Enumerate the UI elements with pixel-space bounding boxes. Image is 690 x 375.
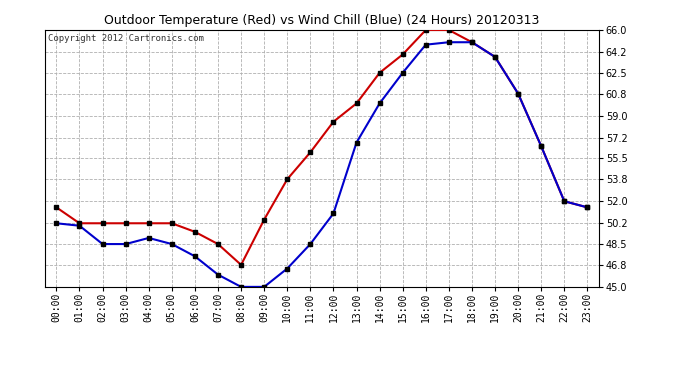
Title: Outdoor Temperature (Red) vs Wind Chill (Blue) (24 Hours) 20120313: Outdoor Temperature (Red) vs Wind Chill …	[104, 15, 540, 27]
Text: Copyright 2012 Cartronics.com: Copyright 2012 Cartronics.com	[48, 34, 204, 43]
